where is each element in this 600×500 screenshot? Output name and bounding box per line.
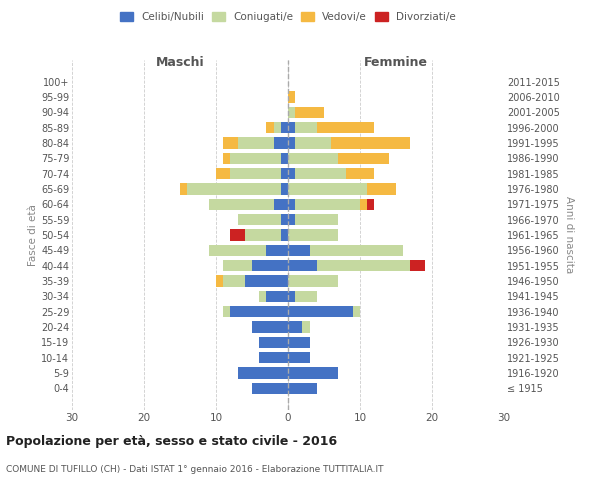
Text: Femmine: Femmine [364,56,428,70]
Bar [209,244,266,256]
Bar [281,229,288,241]
Bar [288,290,295,302]
Bar [288,368,338,379]
Bar [266,244,288,256]
Bar [353,306,360,318]
Bar [295,290,317,302]
Bar [209,198,274,210]
Bar [223,276,245,287]
Bar [216,168,230,179]
Bar [274,137,288,148]
Y-axis label: Anni di nascita: Anni di nascita [563,196,574,274]
Bar [338,152,389,164]
Bar [310,244,403,256]
Bar [274,122,281,134]
Bar [288,183,367,194]
Bar [367,183,396,194]
Bar [230,229,245,241]
Bar [288,352,310,364]
Bar [180,183,187,194]
Bar [288,198,295,210]
Bar [302,322,310,333]
Bar [288,336,310,348]
Bar [281,168,288,179]
Bar [252,382,288,394]
Bar [410,260,425,272]
Bar [295,122,317,134]
Bar [295,168,346,179]
Bar [281,152,288,164]
Bar [288,152,338,164]
Bar [245,276,288,287]
Bar [281,122,288,134]
Bar [295,137,331,148]
Bar [230,168,281,179]
Bar [317,260,410,272]
Bar [266,290,288,302]
Bar [331,137,410,148]
Bar [281,214,288,226]
Bar [288,137,295,148]
Y-axis label: Fasce di età: Fasce di età [28,204,38,266]
Bar [288,260,317,272]
Bar [259,290,266,302]
Text: COMUNE DI TUFILLO (CH) - Dati ISTAT 1° gennaio 2016 - Elaborazione TUTTITALIA.IT: COMUNE DI TUFILLO (CH) - Dati ISTAT 1° g… [6,465,383,474]
Bar [245,229,281,241]
Bar [187,183,281,194]
Bar [238,368,288,379]
Legend: Celibi/Nubili, Coniugati/e, Vedovi/e, Divorziati/e: Celibi/Nubili, Coniugati/e, Vedovi/e, Di… [116,8,460,26]
Bar [317,122,374,134]
Bar [295,214,338,226]
Bar [288,168,295,179]
Bar [259,336,288,348]
Bar [266,122,274,134]
Text: Maschi: Maschi [155,56,205,70]
Bar [252,322,288,333]
Bar [238,137,274,148]
Bar [367,198,374,210]
Bar [288,306,353,318]
Bar [259,352,288,364]
Bar [288,229,338,241]
Bar [295,106,324,118]
Bar [288,214,295,226]
Bar [288,91,295,102]
Bar [288,322,302,333]
Bar [230,152,281,164]
Bar [346,168,374,179]
Bar [274,198,288,210]
Bar [288,276,338,287]
Bar [230,306,288,318]
Bar [288,244,310,256]
Text: Popolazione per età, sesso e stato civile - 2016: Popolazione per età, sesso e stato civil… [6,435,337,448]
Bar [223,137,238,148]
Bar [288,122,295,134]
Bar [295,198,360,210]
Bar [223,306,230,318]
Bar [223,152,230,164]
Bar [281,183,288,194]
Bar [223,260,252,272]
Bar [216,276,223,287]
Bar [288,382,317,394]
Bar [252,260,288,272]
Bar [360,198,367,210]
Bar [288,106,295,118]
Bar [238,214,281,226]
